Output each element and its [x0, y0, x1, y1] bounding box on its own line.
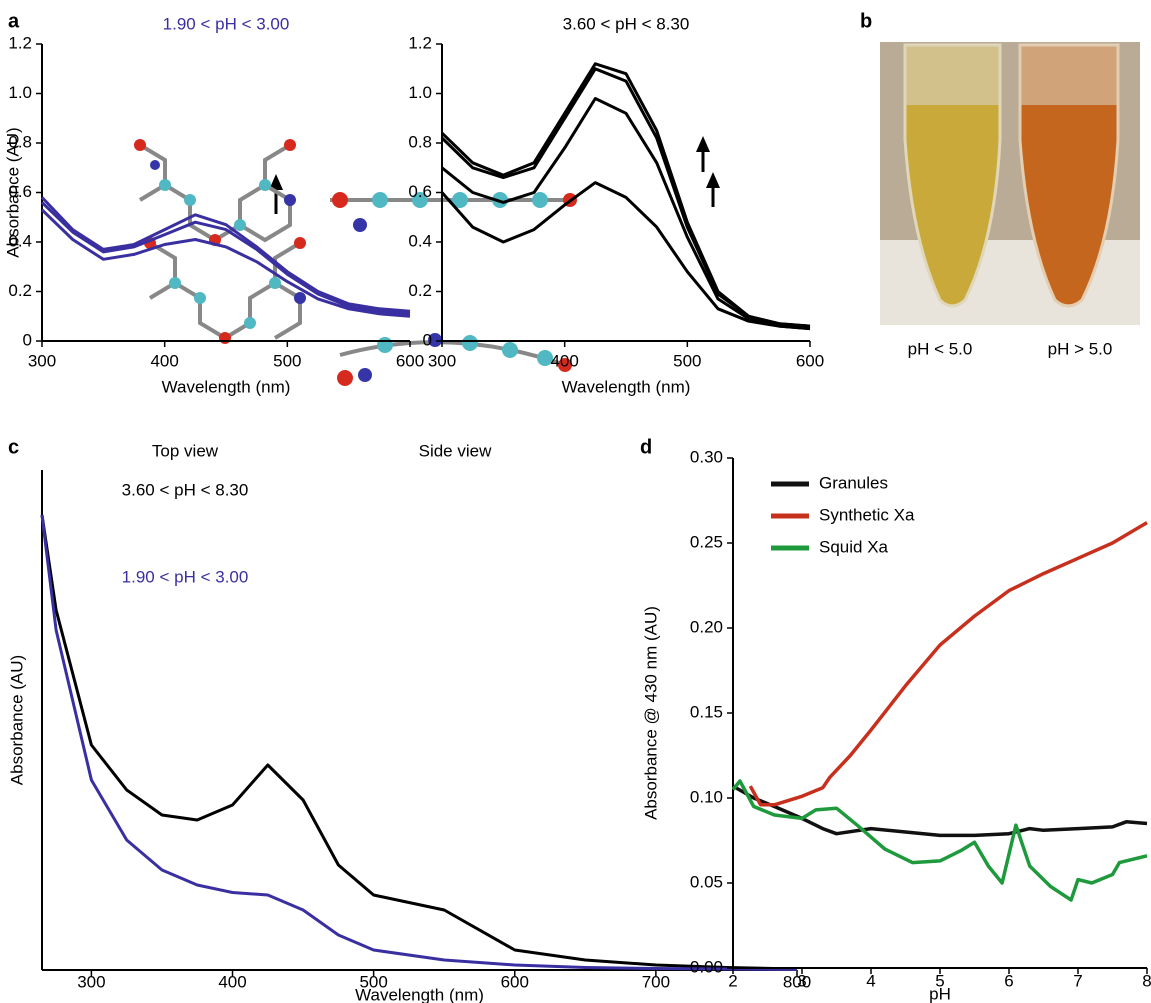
y-tick-label: 0.2: [408, 281, 432, 300]
y-tick-label: 0.2: [8, 281, 32, 300]
y-axis-label: Absorbance @ 430 nm (AU): [641, 606, 660, 820]
y-tick-label: 0.15: [690, 702, 723, 721]
x-axis-label: Wavelength (nm): [162, 377, 291, 396]
series-line: [441, 97, 811, 331]
x-tick-label: 7: [1073, 971, 1082, 990]
series-line: [40, 201, 411, 316]
series-line: [732, 784, 1148, 838]
photo: [880, 42, 1140, 325]
annotation: Side view: [419, 441, 492, 460]
series-line: [748, 521, 1148, 807]
y-tick-label: 0.25: [690, 532, 723, 551]
photo-label: pH < 5.0: [908, 339, 973, 358]
y-tick-label: 0.20: [690, 617, 723, 636]
series-line: [40, 196, 411, 313]
x-tick-label: 4: [866, 971, 875, 990]
panel-label: a: [8, 10, 20, 32]
x-tick-label: 800: [783, 972, 811, 991]
x-tick-label: 600: [396, 351, 424, 370]
x-tick-label: 600: [501, 972, 529, 991]
panel-label: b: [860, 10, 872, 32]
x-axis-label: Wavelength (nm): [355, 985, 484, 1003]
y-tick-label: 0.4: [408, 231, 432, 250]
y-tick-label: 1.2: [8, 33, 32, 52]
x-axis-label: Wavelength (nm): [562, 377, 691, 396]
series-line: [40, 514, 798, 971]
legend-label: Squid Xa: [819, 537, 889, 556]
y-tick-label: 0.8: [8, 132, 32, 151]
photo-label: pH > 5.0: [1048, 339, 1113, 358]
y-tick-label: 0.30: [690, 447, 723, 466]
y-tick-label: 0.10: [690, 787, 723, 806]
y-tick-label: 1.0: [8, 83, 32, 102]
panel-label: d: [640, 436, 652, 458]
panel-label: c: [8, 436, 19, 458]
y-tick-label: 0.6: [408, 182, 432, 201]
series-line: [40, 208, 411, 318]
x-tick-label: 2: [728, 971, 737, 990]
x-tick-label: 400: [218, 972, 246, 991]
x-tick-label: 5: [935, 971, 944, 990]
x-tick-label: 400: [550, 351, 578, 370]
y-tick-label: 0.8: [408, 132, 432, 151]
x-tick-label: 8: [1142, 971, 1151, 990]
legend-label: Synthetic Xa: [819, 505, 915, 524]
series-line: [40, 514, 798, 971]
x-axis-label: pH: [929, 984, 951, 1003]
molecule: [138, 143, 575, 367]
series-line: [440, 67, 811, 328]
chart-title: 1.90 < pH < 3.00: [163, 14, 290, 33]
x-tick-label: 6: [1004, 971, 1013, 990]
legend-label: Granules: [819, 473, 888, 492]
y-tick-label: 1.2: [408, 33, 432, 52]
chart-title: 3.60 < pH < 8.30: [563, 14, 690, 33]
y-tick-label: 0.6: [8, 182, 32, 201]
x-tick-label: 600: [796, 351, 824, 370]
y-tick-label: 0: [423, 330, 432, 349]
annotation: Top view: [152, 441, 219, 460]
x-tick-label: 300: [428, 351, 456, 370]
x-tick-label: 300: [77, 972, 105, 991]
y-tick-label: 0: [23, 330, 32, 349]
x-tick-label: 500: [673, 351, 701, 370]
annotation: 3.60 < pH < 8.30: [122, 480, 249, 499]
y-tick-label: 1.0: [408, 83, 432, 102]
x-tick-label: 700: [642, 972, 670, 991]
x-tick-label: 400: [150, 351, 178, 370]
y-tick-label: 0.4: [8, 231, 32, 250]
y-axis-label: Absorbance (AU): [7, 655, 26, 785]
y-tick-label: 0.00: [690, 957, 723, 976]
x-tick-label: 500: [359, 972, 387, 991]
annotation: 1.90 < pH < 3.00: [122, 567, 249, 586]
series-line: [440, 181, 811, 331]
x-tick-label: 500: [273, 351, 301, 370]
series-line: [731, 779, 1148, 902]
x-tick-label: 3: [797, 971, 806, 990]
y-tick-label: 0.05: [690, 872, 723, 891]
x-tick-label: 300: [28, 351, 56, 370]
arrow: [269, 136, 720, 214]
y-axis-label: Absorbance (AU): [3, 127, 22, 257]
